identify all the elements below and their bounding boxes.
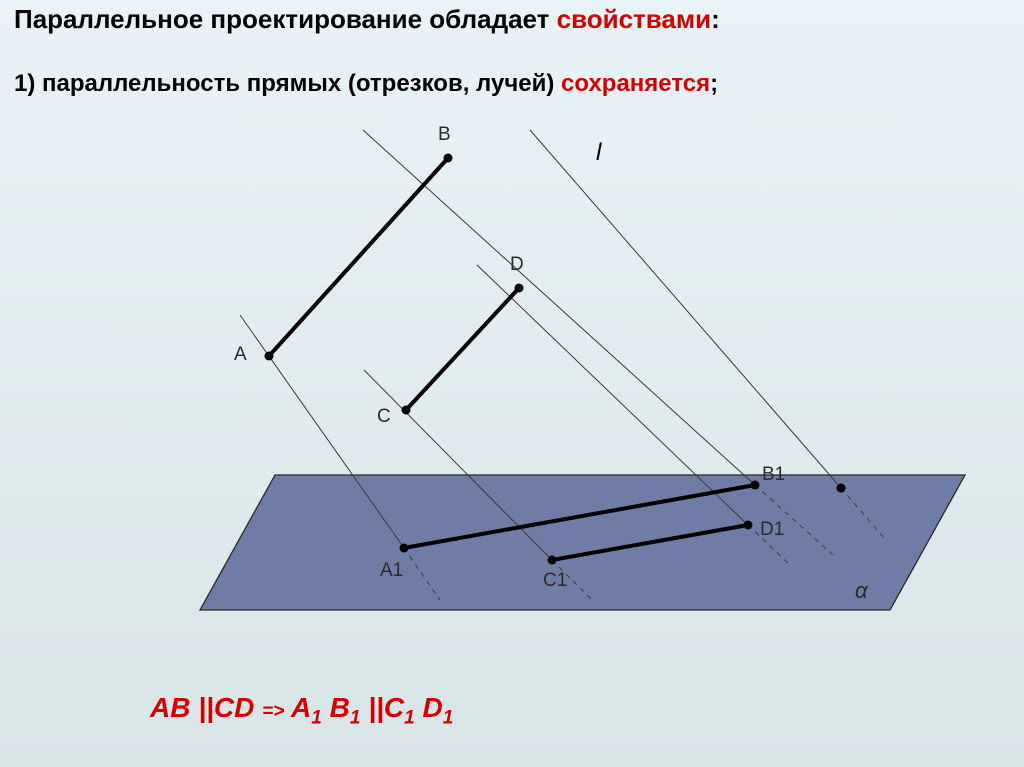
diagram-svg: lABCDA1B1C1D1α	[0, 0, 1024, 767]
label-point-D1: D1	[760, 519, 784, 540]
point-Lp	[837, 484, 846, 493]
formula-s2: 1	[350, 708, 361, 729]
formula-s3: 1	[404, 708, 415, 729]
formula-p1: AB ||CD	[150, 692, 262, 723]
label-point-C1: C1	[543, 570, 567, 591]
formula: AB ||CD => A1 B1 ||C1 D1	[150, 692, 453, 730]
formula-s1: 1	[311, 708, 322, 729]
label-point-B1: B1	[762, 464, 785, 485]
subtitle-highlight: сохраняется	[561, 70, 710, 97]
label-point-B: B	[438, 124, 451, 145]
point-B	[444, 154, 453, 163]
point-B1	[751, 481, 760, 490]
point-D1	[744, 521, 753, 530]
title-trailing: :	[711, 4, 720, 34]
title-highlight: свойствами	[557, 4, 711, 34]
formula-arrow: =>	[262, 701, 284, 722]
subtitle-trailing: ;	[710, 70, 718, 97]
subtitle: 1) параллельность прямых (отрезков, луче…	[14, 70, 718, 98]
formula-p5: D	[415, 692, 443, 723]
background	[0, 0, 1024, 767]
label-point-C: C	[377, 406, 391, 427]
formula-p2: A	[284, 692, 311, 723]
label-point-A1: A1	[380, 560, 403, 581]
point-A	[265, 352, 274, 361]
formula-s4: 1	[443, 708, 454, 729]
label-alpha: α	[855, 578, 869, 603]
formula-p4: ||C	[360, 692, 404, 723]
label-point-A: A	[234, 344, 247, 365]
stage: lABCDA1B1C1D1α Параллельное проектирован…	[0, 0, 1024, 767]
point-D	[515, 284, 524, 293]
formula-p3: B	[322, 692, 350, 723]
point-C1	[548, 556, 557, 565]
title: Параллельное проектирование обладает сво…	[14, 4, 720, 35]
subtitle-plain: 1) параллельность прямых (отрезков, луче…	[14, 70, 561, 97]
point-C	[402, 406, 411, 415]
label-l: l	[596, 139, 602, 166]
point-A1	[400, 544, 409, 553]
projection-plane	[200, 475, 965, 610]
title-plain: Параллельное проектирование обладает	[14, 4, 557, 34]
label-point-D: D	[510, 254, 524, 275]
